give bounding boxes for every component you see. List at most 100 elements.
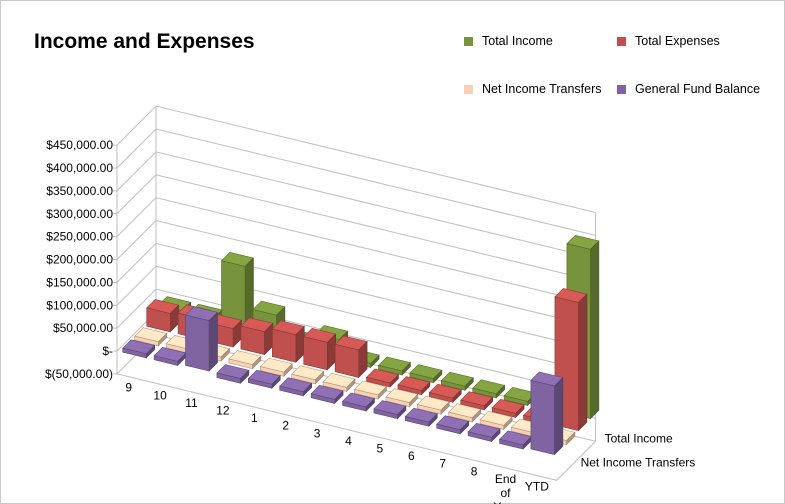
legend-swatch	[464, 36, 473, 46]
y-tick-label: $(50,000.00)	[45, 367, 113, 381]
bar-front	[216, 372, 241, 384]
bar-front	[378, 364, 403, 376]
legend-item-general-fund-balance: General Fund Balance	[617, 82, 760, 96]
x-tick-label: 2	[282, 419, 289, 433]
legend-label: Total Income	[482, 34, 553, 48]
bar-general-fund-balance	[247, 369, 281, 389]
bar-front	[260, 366, 285, 377]
bar-front	[310, 393, 335, 404]
bar-front	[491, 407, 516, 418]
bar-front	[240, 325, 265, 356]
bar-front	[153, 355, 178, 366]
bar-general-fund-balance	[310, 385, 344, 405]
bar-general-fund-balance	[467, 423, 501, 443]
bar-general-fund-balance	[404, 407, 438, 427]
legend-swatch	[464, 84, 473, 94]
bar-front	[499, 438, 524, 450]
bar-net-income-transfers	[353, 380, 388, 400]
y-tick-label: $50,000.00	[53, 321, 113, 335]
bar-general-fund-balance	[216, 364, 250, 384]
bar-front	[185, 314, 210, 372]
y-tick-label: $-	[102, 344, 113, 358]
depth-tick-label: Total Income	[605, 431, 673, 445]
bar-front	[530, 379, 555, 456]
bar-front	[272, 328, 297, 363]
bar-front	[385, 396, 410, 408]
legend-label: Net Income Transfers	[482, 82, 602, 96]
x-tick-label: 1	[251, 411, 258, 425]
bar-front	[397, 384, 422, 396]
bar-net-income-transfers	[322, 373, 356, 393]
bar-front	[146, 307, 171, 333]
y-tick-label: $150,000.00	[46, 275, 113, 289]
bar-net-income-transfers	[416, 395, 450, 415]
bar-total-expenses	[428, 383, 462, 403]
bar-net-income-transfers	[479, 411, 513, 431]
bar-front	[342, 400, 367, 412]
legend-label: General Fund Balance	[635, 82, 761, 96]
depth-axis-ticks: Net Income Transfers Total Income	[581, 431, 696, 469]
bar-total-expenses	[397, 376, 431, 396]
depth-tick-label: Net Income Transfers	[581, 455, 696, 469]
x-tick-label: 11	[185, 396, 198, 410]
bar-front	[405, 416, 430, 427]
bar-front	[417, 404, 442, 415]
bars	[122, 234, 600, 456]
bar-front	[441, 380, 466, 391]
bar-total-expenses	[240, 317, 274, 356]
bar-total-expenses	[271, 320, 305, 363]
x-tick-label: 4	[345, 434, 352, 448]
bar-total-expenses	[334, 335, 368, 379]
bar-net-income-transfers	[448, 403, 482, 423]
bar-general-fund-balance	[279, 377, 313, 397]
legend-swatch	[617, 84, 626, 94]
floor-edge	[116, 373, 596, 481]
bar-front	[279, 385, 304, 397]
bar-front	[479, 419, 504, 430]
bar-front	[248, 378, 273, 389]
y-axis-ticks: $(50,000.00) $- $50,000.00 $100,000.00 $150,…	[45, 138, 117, 381]
bar-net-income-transfers	[228, 350, 262, 370]
x-tick-label: 6	[408, 449, 415, 463]
bar-front	[503, 395, 528, 406]
bar-net-income-transfers	[385, 388, 419, 408]
legend-item-net-income-transfers: Net Income Transfers	[464, 82, 602, 96]
bar-general-fund-balance	[184, 306, 219, 372]
x-tick-label: 3	[314, 426, 321, 440]
bar-front	[354, 388, 379, 400]
bar-side	[554, 376, 564, 456]
y-tick-label: $350,000.00	[46, 184, 113, 198]
bar-front	[228, 358, 253, 370]
bar-front	[460, 399, 485, 411]
bar-front	[134, 335, 159, 347]
bar-total-expenses	[491, 399, 525, 419]
bar-net-income-transfers	[134, 327, 168, 347]
bar-front	[429, 392, 454, 403]
bar-front	[122, 347, 147, 359]
bar-general-fund-balance	[436, 415, 470, 435]
bar-side	[590, 240, 600, 420]
bar-total-expenses	[146, 299, 180, 333]
bar-general-fund-balance	[530, 371, 564, 456]
bar-general-fund-balance	[341, 392, 376, 412]
bar-total-expenses	[460, 391, 494, 411]
bar-general-fund-balance	[373, 400, 407, 420]
bar-front	[448, 411, 473, 423]
legend-label: Total Expenses	[635, 34, 720, 48]
bar-front	[436, 423, 461, 435]
x-tick-label: 7	[439, 457, 446, 471]
y-tick-label: $400,000.00	[46, 161, 113, 175]
x-tick-label: 8	[471, 464, 478, 478]
bar-front	[373, 408, 398, 420]
bar-front	[366, 376, 391, 388]
bar-front	[467, 431, 492, 442]
x-tick-label: EndofYear	[493, 472, 517, 504]
bar-total-income	[409, 364, 443, 384]
x-axis-ticks: 910111212345678EndofYearYTD	[125, 381, 549, 504]
y-tick-label: $100,000.00	[46, 298, 113, 312]
bar-front	[303, 336, 328, 371]
bar-net-income-transfers	[291, 365, 325, 385]
bar-side	[208, 311, 218, 372]
bar-total-income	[440, 371, 474, 391]
